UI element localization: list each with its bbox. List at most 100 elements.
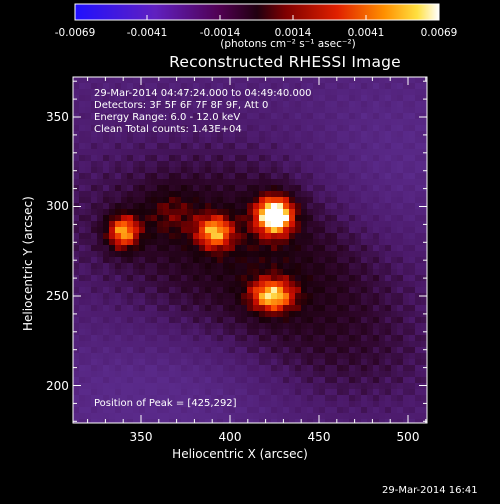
emission-pixel	[409, 419, 416, 423]
emission-pixel	[265, 131, 272, 138]
emission-pixel	[133, 257, 140, 264]
emission-pixel	[217, 83, 224, 90]
emission-pixel	[367, 131, 374, 138]
emission-pixel	[373, 389, 380, 396]
emission-pixel	[151, 341, 158, 348]
emission-pixel	[253, 209, 260, 216]
emission-pixel	[145, 239, 152, 246]
emission-pixel	[343, 395, 350, 402]
emission-pixel	[325, 341, 332, 348]
emission-pixel	[277, 185, 284, 192]
emission-pixel	[211, 275, 218, 282]
emission-pixel	[301, 329, 308, 336]
emission-pixel	[361, 137, 368, 144]
emission-pixel	[397, 77, 404, 84]
emission-pixel	[79, 251, 86, 258]
emission-pixel	[325, 215, 332, 222]
emission-pixel	[211, 137, 218, 144]
emission-pixel	[73, 143, 80, 150]
emission-pixel	[133, 107, 140, 114]
emission-pixel	[157, 221, 164, 228]
emission-pixel	[109, 305, 116, 312]
emission-pixel	[133, 245, 140, 252]
emission-pixel	[175, 407, 182, 414]
emission-pixel	[223, 89, 230, 96]
emission-pixel	[373, 323, 380, 330]
emission-pixel	[337, 335, 344, 342]
emission-pixel	[163, 89, 170, 96]
emission-pixel	[151, 257, 158, 264]
emission-pixel	[397, 413, 404, 420]
emission-pixel	[247, 335, 254, 342]
emission-pixel	[307, 257, 314, 264]
emission-pixel	[301, 335, 308, 342]
emission-pixel	[337, 383, 344, 390]
emission-pixel	[157, 155, 164, 162]
emission-pixel	[289, 173, 296, 180]
emission-pixel	[259, 215, 266, 222]
emission-pixel	[103, 245, 110, 252]
emission-pixel	[199, 209, 206, 216]
emission-pixel	[283, 335, 290, 342]
emission-pixel	[301, 221, 308, 228]
emission-pixel	[295, 275, 302, 282]
emission-pixel	[241, 161, 248, 168]
emission-pixel	[199, 419, 206, 423]
emission-pixel	[277, 389, 284, 396]
emission-pixel	[415, 143, 422, 150]
emission-pixel	[271, 269, 278, 276]
emission-pixel	[217, 191, 224, 198]
emission-pixel	[241, 347, 248, 354]
emission-pixel	[103, 197, 110, 204]
emission-pixel	[265, 287, 272, 294]
emission-pixel	[397, 173, 404, 180]
emission-pixel	[337, 407, 344, 414]
emission-pixel	[283, 377, 290, 384]
emission-pixel	[265, 311, 272, 318]
emission-pixel	[337, 119, 344, 126]
emission-pixel	[391, 227, 398, 234]
emission-pixel	[313, 263, 320, 270]
emission-pixel	[289, 125, 296, 132]
emission-pixel	[307, 233, 314, 240]
emission-pixel	[151, 185, 158, 192]
emission-pixel	[241, 77, 248, 84]
emission-pixel	[265, 107, 272, 114]
emission-pixel	[385, 251, 392, 258]
emission-pixel	[295, 125, 302, 132]
emission-pixel	[325, 95, 332, 102]
emission-pixel	[283, 413, 290, 420]
emission-pixel	[307, 305, 314, 312]
emission-pixel	[79, 221, 86, 228]
emission-pixel	[313, 317, 320, 324]
emission-pixel	[211, 389, 218, 396]
emission-pixel	[181, 221, 188, 228]
emission-pixel	[271, 209, 278, 216]
emission-pixel	[79, 197, 86, 204]
emission-pixel	[301, 413, 308, 420]
emission-pixel	[103, 251, 110, 258]
emission-pixel	[367, 119, 374, 126]
emission-pixel	[259, 113, 266, 120]
emission-pixel	[331, 287, 338, 294]
emission-pixel	[205, 113, 212, 120]
emission-pixel	[199, 371, 206, 378]
emission-pixel	[187, 203, 194, 210]
emission-pixel	[397, 179, 404, 186]
emission-pixel	[247, 263, 254, 270]
emission-pixel	[115, 197, 122, 204]
emission-pixel	[199, 413, 206, 420]
emission-pixel	[79, 395, 86, 402]
emission-pixel	[355, 263, 362, 270]
emission-pixel	[199, 167, 206, 174]
emission-pixel	[379, 323, 386, 330]
emission-pixel	[121, 389, 128, 396]
emission-pixel	[151, 347, 158, 354]
emission-pixel	[205, 401, 212, 408]
emission-pixel	[205, 257, 212, 264]
emission-pixel	[373, 119, 380, 126]
emission-pixel	[259, 287, 266, 294]
emission-pixel	[355, 377, 362, 384]
emission-pixel	[151, 251, 158, 258]
emission-pixel	[361, 281, 368, 288]
